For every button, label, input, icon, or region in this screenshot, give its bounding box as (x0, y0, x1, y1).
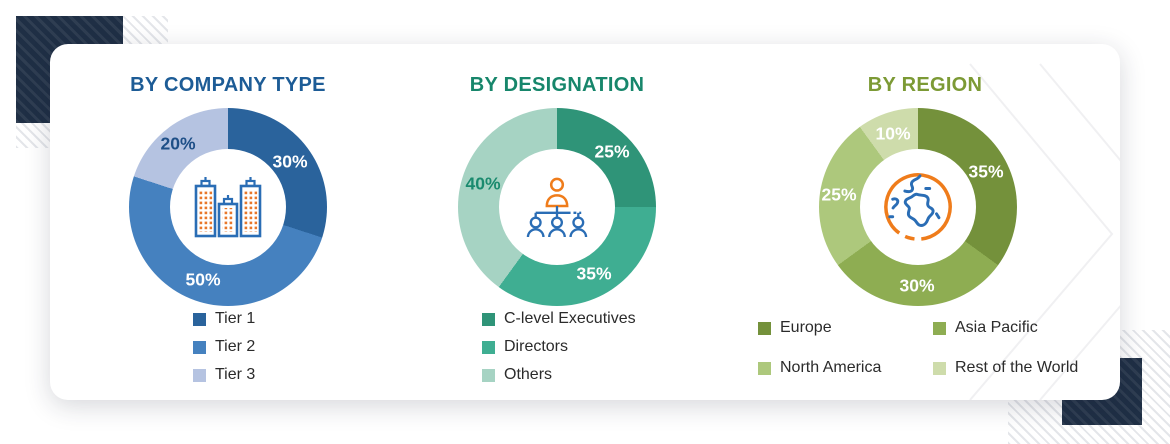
pct-label-tier3: 20% (160, 133, 196, 154)
legend-swatch (933, 321, 946, 335)
legend-item-tier3: Tier 3 (193, 366, 255, 384)
chart-title-designation: BY DESIGNATION (469, 74, 645, 96)
chart-title-company-type: BY COMPANY TYPE (130, 74, 326, 96)
legend-swatch (482, 340, 495, 354)
pct-label-tier1: 30% (272, 151, 308, 172)
legend-item-tier2: Tier 2 (193, 338, 255, 356)
pct-label-rest-of-world: 10% (875, 123, 911, 144)
buildings-icon (194, 177, 262, 238)
pct-label-tier2: 50% (185, 269, 221, 290)
legend-item-clevel: C-level Executives (482, 310, 636, 328)
legend-label: C-level Executives (504, 310, 636, 327)
legend-label: Tier 1 (215, 310, 256, 327)
donut-hole (860, 149, 976, 265)
legend-label: Europe (780, 319, 832, 336)
legend-label: Rest of the World (955, 359, 1079, 376)
legend-swatch (933, 361, 946, 375)
charts-card: BY COMPANY TYPE (50, 44, 1120, 400)
legend-item-rest-of-world: Rest of the World (933, 359, 1078, 377)
legend-label: Others (504, 366, 553, 383)
donut-hole (170, 149, 286, 265)
globe-icon (884, 173, 952, 241)
legend-swatch (193, 340, 206, 354)
donut-hole (499, 149, 615, 265)
pct-label-clevel: 25% (594, 141, 630, 162)
legend-company-type: Tier 1 Tier 2 Tier 3 (193, 310, 255, 384)
pct-label-others: 40% (465, 173, 501, 194)
pct-label-directors: 35% (576, 263, 612, 284)
donut-chart-designation (458, 108, 656, 306)
legend-swatch (482, 312, 495, 326)
legend-region: Europe Asia Pacific North America Rest o… (758, 319, 1078, 377)
legend-label: Asia Pacific (955, 319, 1038, 336)
legend-item-others: Others (482, 366, 636, 384)
legend-item-north-america: North America (758, 359, 933, 377)
legend-label: North America (780, 359, 882, 376)
legend-label: Tier 2 (215, 338, 256, 355)
legend-swatch (482, 368, 495, 382)
legend-designation: C-level Executives Directors Others (482, 310, 636, 384)
pct-label-asia-pacific: 30% (899, 275, 935, 296)
legend-item-europe: Europe (758, 319, 933, 337)
chart-title-region: BY REGION (867, 74, 983, 96)
legend-label: Directors (504, 338, 569, 355)
pct-label-north-america: 25% (821, 184, 857, 205)
legend-label: Tier 3 (215, 366, 256, 383)
donut-chart-region (819, 108, 1017, 306)
legend-swatch (758, 361, 771, 375)
legend-swatch (193, 368, 206, 382)
org-chart-icon (526, 177, 588, 238)
legend-item-asia-pacific: Asia Pacific (933, 319, 1078, 337)
pct-label-europe: 35% (968, 161, 1004, 182)
donut-chart-company-type (129, 108, 327, 306)
legend-item-directors: Directors (482, 338, 636, 356)
legend-swatch (758, 321, 771, 335)
legend-item-tier1: Tier 1 (193, 310, 255, 328)
legend-swatch (193, 312, 206, 326)
